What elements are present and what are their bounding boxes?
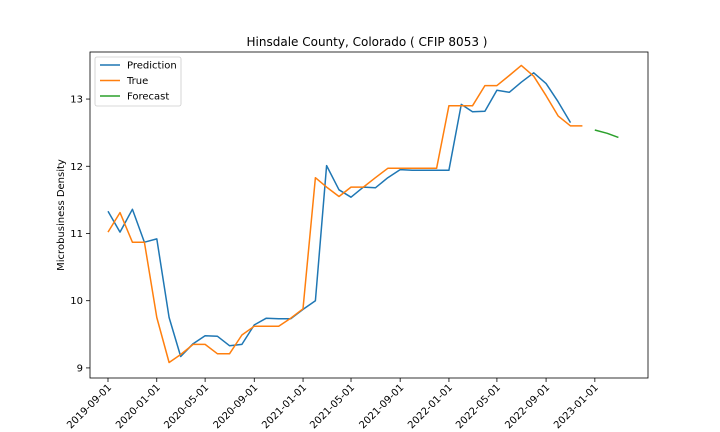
plot-area-frame xyxy=(89,51,649,379)
x-tick-label: 2022-01-01 xyxy=(406,382,455,431)
y-tick-label: 10 xyxy=(70,296,83,307)
legend-box xyxy=(94,56,182,107)
x-tick-label: 2022-05-01 xyxy=(454,382,503,431)
legend-label-prediction: Prediction xyxy=(127,61,177,72)
x-tick-label: 2020-09-01 xyxy=(212,382,261,431)
series-line-forecast xyxy=(594,129,619,139)
legend: Prediction True Forecast xyxy=(94,56,182,107)
x-tick-label: 2021-05-01 xyxy=(308,382,357,431)
chart-title: Hinsdale County, Colorado ( CFIP 8053 ) xyxy=(247,35,488,49)
y-axis-label: Microbusiness Density xyxy=(56,159,67,271)
x-tick-label: 2019-09-01 xyxy=(65,382,114,431)
y-tick-label: 12 xyxy=(70,162,83,173)
x-tick-label: 2020-01-01 xyxy=(114,382,163,431)
legend-label-true: True xyxy=(126,76,148,87)
y-axis: 9 10 11 12 13 xyxy=(70,95,90,374)
series-line-prediction xyxy=(107,72,572,358)
x-tick-label: 2022-09-01 xyxy=(503,382,552,431)
x-tick-label: 2023-01-01 xyxy=(552,382,601,431)
x-axis: 2019-09-01 2020-01-01 2020-05-01 2020-09-01… xyxy=(65,378,601,431)
plot-lines xyxy=(107,64,619,364)
x-tick-label: 2021-09-01 xyxy=(357,382,406,431)
y-tick-label: 11 xyxy=(70,229,83,240)
y-tick-label: 13 xyxy=(70,95,83,106)
x-tick-label: 2020-05-01 xyxy=(162,382,211,431)
series-line-true xyxy=(107,64,583,364)
y-tick-label: 9 xyxy=(77,363,83,374)
x-tick-label: 2021-01-01 xyxy=(260,382,309,431)
legend-label-forecast: Forecast xyxy=(127,92,169,103)
